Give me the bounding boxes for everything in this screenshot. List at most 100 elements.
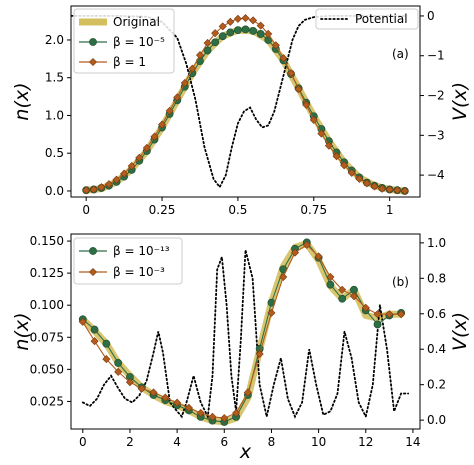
series-b-2-point-23 — [349, 292, 358, 301]
series-b-2-point-15 — [255, 349, 264, 358]
legend-a-entry-0-label: Original — [113, 15, 160, 29]
y2tick-label-b-1: 0.2 — [427, 378, 446, 392]
series-a-2-point-9 — [150, 132, 159, 141]
legend-b: β = 10⁻¹³ β = 10⁻³ — [73, 237, 183, 285]
series-a-2-point-12 — [173, 93, 182, 102]
ytick-label-b-3: 0.100 — [30, 298, 64, 312]
axes-frame-a — [70, 5, 421, 198]
y2tick-label-b-0: 0.0 — [427, 413, 446, 427]
ytick-label-b-4: 0.125 — [30, 266, 64, 280]
series-a-1-point-18 — [218, 32, 227, 41]
legend-b-entry-0-label: β = 10⁻¹³ — [113, 244, 170, 258]
series-a-2-point-1 — [89, 185, 98, 194]
series-a-2-point-11 — [165, 106, 174, 115]
series-b-2-point-5 — [137, 384, 146, 393]
series-b-2-point-18 — [290, 248, 300, 257]
plot-area-a — [71, 14, 409, 195]
y2tick-label-b-5: 1.0 — [427, 236, 446, 250]
xtick-label-b-7: 14 — [405, 435, 420, 449]
series-a-2-point-29 — [302, 100, 311, 109]
series-a-2 — [82, 14, 409, 195]
series-a-2-point-41 — [393, 186, 402, 195]
series-a-2-point-37 — [362, 179, 371, 188]
series-b-2-point-4 — [125, 378, 134, 387]
series-a-2-point-5 — [120, 169, 129, 178]
legend-a-entry-1-label: β = 10⁻⁵ — [113, 35, 165, 49]
series-a-2-point-35 — [347, 168, 356, 177]
series-a-2-point-27 — [286, 69, 296, 78]
plot-area-b — [78, 238, 410, 426]
series-b-2-point-12 — [220, 414, 229, 423]
ytick-label-a-4: 2.0 — [45, 33, 64, 47]
series-b-1-point-2 — [102, 339, 111, 348]
ytick-label-b-2: 0.075 — [30, 330, 64, 344]
series-a-2-point-13 — [180, 78, 189, 88]
series-b-2-point-25 — [373, 310, 382, 319]
xtick-label-a-0: 0 — [82, 203, 90, 217]
y2tick-label-a-4: −4 — [427, 168, 445, 182]
y2label-a: V(x) — [449, 82, 471, 121]
legend-a-entry-2-marker — [88, 57, 98, 67]
series-b-2-point-17 — [279, 272, 288, 282]
series-b-2-point-7 — [161, 393, 170, 402]
xlabel-b: x — [239, 441, 252, 463]
series-b-2-point-26 — [385, 310, 394, 319]
ytick-label-a-1: 0.5 — [45, 146, 64, 160]
series-a-2-point-38 — [370, 182, 379, 191]
y2tick-label-b-3: 0.6 — [427, 307, 446, 321]
series-b-1-point-25 — [373, 320, 382, 329]
xtick-label-a-2: 0.5 — [228, 203, 247, 217]
series-a-3-line — [71, 14, 406, 189]
series-b-2-point-19 — [302, 240, 311, 249]
ylabel-b: n(x) — [11, 312, 33, 350]
series-a-2-point-2 — [97, 183, 106, 192]
series-a-2-point-36 — [355, 174, 364, 183]
series-a-2-point-15 — [195, 51, 205, 60]
series-a-3 — [71, 14, 406, 189]
xtick-label-b-2: 4 — [173, 435, 181, 449]
legend-b-entry-0-marker — [89, 247, 97, 255]
ytick-label-a-0: 0.0 — [45, 184, 64, 198]
legend-b-entry-1-label: β = 10⁻³ — [113, 265, 165, 279]
axes-frame-b — [70, 233, 421, 430]
y2tick-label-b-4: 0.8 — [427, 271, 446, 285]
series-a-2-point-14 — [188, 64, 197, 73]
ytick-label-a-3: 1.5 — [45, 71, 64, 85]
series-a-2-point-19 — [226, 17, 235, 26]
series-a-2-point-21 — [241, 14, 250, 23]
series-b-2-point-24 — [361, 303, 370, 312]
series-b-2-point-16 — [267, 308, 276, 317]
xtick-label-b-4: 8 — [268, 435, 276, 449]
series-b-1-point-3 — [114, 359, 123, 367]
y2tick-label-a-0: 0 — [427, 9, 435, 23]
series-b-2-point-3 — [114, 367, 123, 376]
series-a-2-point-20 — [233, 14, 242, 23]
series-a-2-point-24 — [264, 29, 273, 38]
series-a-2-point-30 — [309, 115, 318, 125]
series-b-2-point-9 — [184, 403, 193, 412]
xtick-label-a-4: 1 — [386, 203, 394, 217]
ytick-label-b-1: 0.050 — [30, 362, 64, 376]
series-a-1-point-21 — [241, 25, 250, 34]
series-b-1-line — [82, 241, 402, 423]
series-a-2-point-10 — [158, 120, 167, 129]
ytick-label-b-5: 0.150 — [30, 234, 64, 248]
xtick-label-b-6: 12 — [358, 435, 373, 449]
series-b-2-point-27 — [397, 310, 406, 319]
series-a-2-point-3 — [104, 180, 113, 189]
legend-a2-entry-0-label: Potential — [355, 12, 408, 26]
series-b-2-point-11 — [208, 412, 217, 421]
series-a-1-point-17 — [211, 38, 220, 47]
series-b-2-point-2 — [102, 355, 111, 364]
series-b-1-point-22 — [338, 294, 347, 303]
series-a-2-point-33 — [332, 152, 341, 161]
series-a-2-point-16 — [203, 38, 212, 48]
series-b-2-point-14 — [243, 388, 252, 397]
series-b-2 — [78, 240, 406, 423]
ylabel-a: n(x) — [11, 82, 33, 120]
panel-b: 0 2 4 6 8 10 12 14 0.025 0.050 0.075 0.100 0.125 0.15… — [11, 233, 471, 463]
series-a-1-point-19 — [226, 28, 235, 37]
ytick-label-b-0: 0.025 — [30, 394, 64, 408]
xtick-label-a-3: 0.75 — [300, 203, 327, 217]
